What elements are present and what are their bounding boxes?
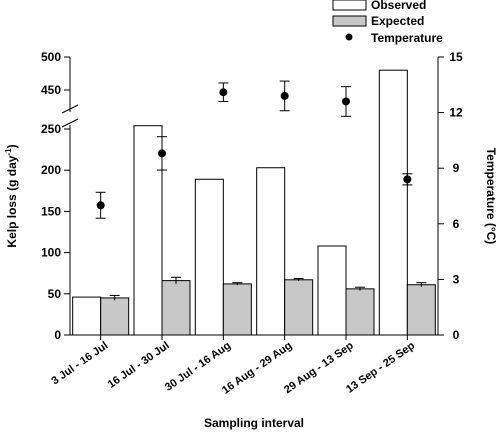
y-axis-title: Kelp loss (g day-1): [4, 144, 19, 247]
category-label: 13 Sep - 25 Sep: [344, 339, 417, 395]
left-tick-label: 450: [41, 83, 61, 97]
bar-expected: [406, 284, 436, 336]
bar-observed: [378, 69, 408, 336]
bar-expected: [284, 279, 314, 336]
temperature-point: [158, 149, 166, 158]
temperature-point: [342, 97, 350, 106]
legend-swatch-observed: [332, 0, 367, 11]
left-tick-label: 500: [41, 50, 61, 64]
bar-expected: [100, 297, 130, 336]
right-tick-label: 3: [453, 272, 460, 286]
bar-observed: [317, 245, 347, 336]
axis-break-mark-upper: [61, 104, 79, 114]
temperature-point: [403, 175, 412, 184]
bar-expected: [222, 283, 252, 336]
legend-label-expected: Expected: [371, 14, 424, 28]
category-label: 3 Jul - 16 Jul: [49, 340, 110, 388]
plot-frame: [61, 57, 439, 336]
axis-break-mark-lower: [61, 118, 79, 128]
temperature-point: [96, 201, 105, 210]
right-axis-ticks: 0 3 6 9 12 15: [438, 50, 463, 342]
left-tick-label: 0: [54, 328, 61, 342]
temperature-point: [280, 91, 289, 100]
left-tick-label: 150: [41, 204, 61, 218]
legend-swatch-expected: [332, 15, 367, 27]
legend-marker-temperature: [345, 33, 353, 41]
y2-axis-title: Temperature (°C): [484, 148, 498, 245]
error-bars: [95, 80, 427, 301]
left-tick-label: 200: [41, 163, 61, 177]
left-tick-label: 50: [48, 287, 62, 301]
bar-observed: [256, 167, 286, 336]
right-tick-label: 6: [453, 217, 460, 231]
right-tick-label: 12: [449, 106, 463, 120]
bar-observed: [72, 296, 102, 336]
bar-expected: [345, 288, 375, 336]
bar-observed: [194, 178, 224, 336]
left-tick-label: 100: [41, 246, 61, 260]
bars: [72, 69, 436, 336]
x-axis-title: Sampling interval: [204, 416, 304, 430]
bar-expected: [161, 280, 191, 336]
left-axis-ticks: 0 50 100 150 200 250 450 500: [41, 50, 70, 342]
bar-observed: [133, 125, 163, 336]
right-tick-label: 0: [453, 328, 460, 342]
temperature-points: [96, 88, 412, 210]
legend-label-observed: Observed: [371, 0, 426, 12]
legend-label-temperature: Temperature: [371, 31, 443, 45]
left-tick-label: 250: [41, 122, 61, 136]
category-label: 16 Jul - 30 Jul: [106, 340, 172, 391]
right-tick-label: 15: [449, 50, 463, 64]
right-tick-label: 9: [453, 161, 460, 175]
legend: Observed Expected Temperature: [332, 0, 443, 45]
temperature-point: [219, 88, 228, 97]
